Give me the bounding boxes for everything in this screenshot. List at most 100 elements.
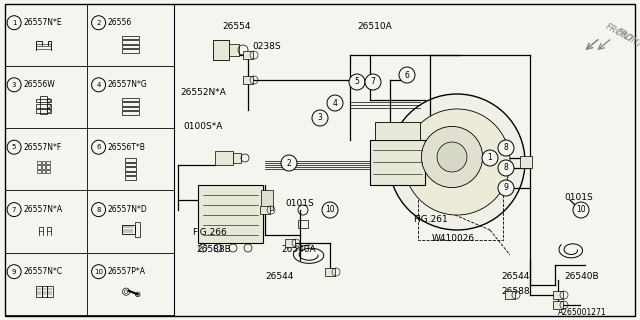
Text: 26557N*F: 26557N*F bbox=[23, 143, 61, 152]
Bar bbox=[418, 178, 503, 240]
Bar bbox=[36, 109, 51, 113]
Bar bbox=[36, 104, 51, 108]
Bar bbox=[213, 40, 229, 60]
Bar bbox=[46, 170, 50, 173]
Bar bbox=[42, 161, 45, 164]
Bar bbox=[122, 49, 139, 52]
Circle shape bbox=[92, 16, 106, 30]
Text: 3: 3 bbox=[12, 82, 17, 88]
Text: 26552N*A: 26552N*A bbox=[180, 88, 226, 97]
Bar bbox=[261, 190, 273, 210]
Bar bbox=[122, 40, 139, 44]
Text: 0101S: 0101S bbox=[285, 199, 314, 208]
Text: 7: 7 bbox=[371, 77, 376, 86]
Circle shape bbox=[7, 78, 21, 92]
Bar bbox=[125, 167, 136, 171]
Bar bbox=[260, 206, 270, 214]
Circle shape bbox=[7, 140, 21, 154]
Text: 26544: 26544 bbox=[501, 272, 529, 281]
Circle shape bbox=[389, 94, 525, 230]
Text: 26556T*B: 26556T*B bbox=[108, 143, 145, 152]
Bar bbox=[125, 172, 136, 175]
Text: 26557N*D: 26557N*D bbox=[108, 205, 147, 214]
Bar bbox=[198, 185, 263, 243]
Bar bbox=[46, 161, 50, 164]
Bar bbox=[125, 176, 136, 180]
Text: A265001271: A265001271 bbox=[558, 308, 607, 317]
Bar bbox=[36, 286, 42, 297]
Text: 6: 6 bbox=[97, 144, 101, 150]
Text: 26544: 26544 bbox=[265, 272, 293, 281]
Text: FIG.261: FIG.261 bbox=[413, 215, 448, 224]
Text: 26557N*E: 26557N*E bbox=[23, 18, 61, 27]
Circle shape bbox=[92, 140, 106, 154]
Bar bbox=[42, 286, 47, 297]
Text: FRONT: FRONT bbox=[604, 22, 635, 45]
Bar bbox=[122, 44, 139, 48]
Text: 5: 5 bbox=[355, 77, 360, 86]
Text: 1: 1 bbox=[12, 20, 17, 26]
Text: 8: 8 bbox=[97, 207, 101, 212]
Bar bbox=[215, 151, 233, 165]
Text: 26554: 26554 bbox=[222, 22, 250, 31]
Text: FRONT: FRONT bbox=[615, 27, 640, 49]
Bar bbox=[46, 165, 50, 169]
Bar bbox=[37, 170, 41, 173]
Text: 26588B: 26588B bbox=[196, 245, 231, 254]
Text: 10: 10 bbox=[94, 269, 103, 275]
Bar bbox=[122, 98, 139, 101]
Bar bbox=[505, 291, 515, 299]
Bar bbox=[36, 99, 51, 102]
Text: 0101S: 0101S bbox=[564, 193, 593, 202]
Bar bbox=[553, 301, 563, 309]
Bar bbox=[125, 158, 136, 162]
Circle shape bbox=[327, 95, 343, 111]
Text: 8: 8 bbox=[504, 143, 508, 153]
Bar bbox=[370, 140, 425, 185]
Circle shape bbox=[498, 160, 514, 176]
Bar bbox=[325, 268, 335, 276]
Bar bbox=[233, 153, 241, 163]
Bar bbox=[243, 76, 253, 84]
Text: 10: 10 bbox=[576, 205, 586, 214]
Bar bbox=[520, 156, 532, 168]
Text: 2: 2 bbox=[287, 158, 291, 167]
Text: 1: 1 bbox=[488, 154, 492, 163]
Circle shape bbox=[399, 67, 415, 83]
Circle shape bbox=[7, 265, 21, 279]
Circle shape bbox=[92, 265, 106, 279]
Bar bbox=[135, 222, 140, 237]
Bar bbox=[375, 122, 420, 140]
Circle shape bbox=[498, 180, 514, 196]
Circle shape bbox=[365, 74, 381, 90]
Bar bbox=[122, 36, 139, 39]
Text: 26540B: 26540B bbox=[564, 272, 598, 281]
Circle shape bbox=[92, 78, 106, 92]
Text: 4: 4 bbox=[333, 99, 337, 108]
Bar bbox=[42, 170, 45, 173]
Bar bbox=[42, 165, 45, 169]
Text: 26510A: 26510A bbox=[357, 22, 392, 31]
Text: 8: 8 bbox=[504, 164, 508, 172]
Bar bbox=[40, 96, 47, 114]
Bar bbox=[553, 291, 563, 299]
Bar bbox=[122, 111, 139, 115]
Text: 26557N*C: 26557N*C bbox=[23, 267, 62, 276]
Bar bbox=[298, 220, 308, 228]
Circle shape bbox=[322, 202, 338, 218]
Circle shape bbox=[349, 74, 365, 90]
Bar bbox=[229, 44, 239, 56]
Text: 7: 7 bbox=[12, 207, 17, 212]
Bar bbox=[243, 51, 253, 59]
Text: 3: 3 bbox=[317, 114, 323, 123]
Circle shape bbox=[498, 140, 514, 156]
Circle shape bbox=[482, 150, 498, 166]
Text: 10: 10 bbox=[325, 205, 335, 214]
Text: 2: 2 bbox=[97, 20, 100, 26]
Text: 26556W: 26556W bbox=[23, 80, 55, 89]
Circle shape bbox=[573, 202, 589, 218]
Circle shape bbox=[7, 16, 21, 30]
Circle shape bbox=[312, 110, 328, 126]
Text: 26556: 26556 bbox=[108, 18, 132, 27]
Circle shape bbox=[7, 203, 21, 217]
